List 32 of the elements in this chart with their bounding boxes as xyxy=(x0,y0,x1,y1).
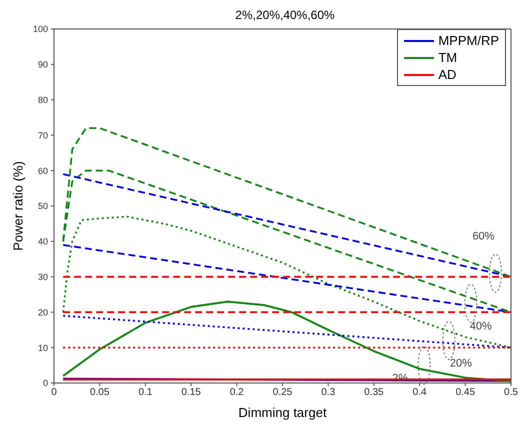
y-tick-label: 90 xyxy=(38,60,48,70)
y-tick-label: 0 xyxy=(42,378,48,388)
y-tick-label: 40 xyxy=(38,236,48,247)
y-tick-label: 20 xyxy=(38,307,48,318)
y-tick-label: 60 xyxy=(38,166,48,176)
annotation: 2% xyxy=(392,372,408,384)
x-tick-label: 0 xyxy=(51,387,58,398)
x-tick-label: 0.45 xyxy=(456,387,476,398)
y-tick-label: 80 xyxy=(38,94,48,105)
x-tick-label: 0.15 xyxy=(181,387,202,398)
annotation: 20% xyxy=(450,358,472,370)
legend-label: MPPM/RP xyxy=(438,33,499,48)
annotation: 40% xyxy=(470,320,492,332)
x-tick-label: 0.05 xyxy=(90,387,110,398)
y-axis-title: Power ratio (%) xyxy=(10,161,26,251)
y-tick-label: 50 xyxy=(38,201,48,212)
legend-label: TM xyxy=(438,50,458,65)
annotation: 60% xyxy=(472,230,495,242)
x-axis-title: Dimming target xyxy=(238,405,327,420)
chart-title: 2%,20%,40%,60% xyxy=(234,8,336,22)
x-tick-label: 0.2 xyxy=(230,387,244,398)
x-tick-label: 0.1 xyxy=(138,387,153,398)
x-tick-label: 0.4 xyxy=(412,387,427,398)
y-tick-label: 10 xyxy=(38,342,48,353)
legend-label: AD xyxy=(438,67,456,82)
y-tick-label: 30 xyxy=(38,272,48,282)
y-tick-label: 70 xyxy=(38,130,48,140)
x-tick-label: 0.35 xyxy=(364,387,384,398)
x-tick-label: 0.5 xyxy=(504,387,518,398)
x-tick-label: 0.25 xyxy=(272,387,293,398)
y-tick-label: 100 xyxy=(32,24,48,34)
x-tick-label: 0.3 xyxy=(321,387,336,398)
